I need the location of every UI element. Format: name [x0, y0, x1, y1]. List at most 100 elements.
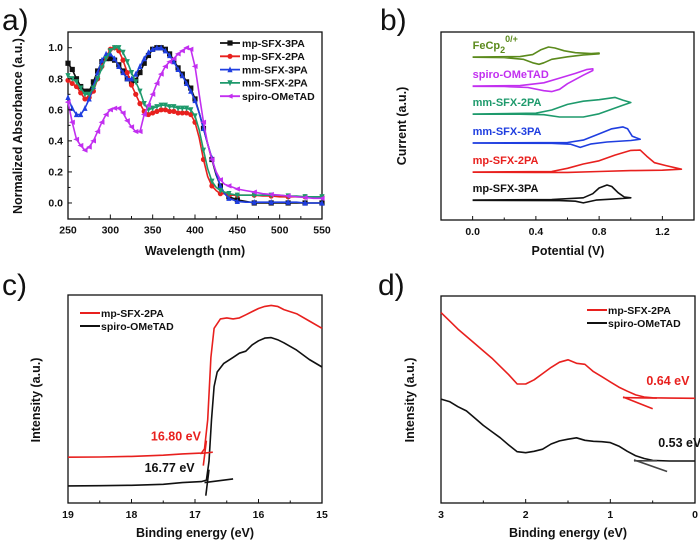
x-tick-label: 0.4 [529, 226, 544, 238]
panel-d-series-group [440, 312, 696, 473]
panel-b-y-axis-title: Current (a.u.) [395, 87, 409, 165]
data-point-spiro-ometad [191, 63, 198, 69]
data-point-mm-sfx-2pa [137, 88, 143, 95]
data-point-mp-sfx-2pa [209, 183, 215, 189]
legend-label: mp-SFX-2PA [101, 308, 164, 320]
data-point-mp-sfx-2pa [150, 110, 156, 116]
data-point-spiro-ometad [94, 128, 101, 135]
x-tick-label: 350 [144, 225, 162, 237]
data-point-mm-sfx-2pa [217, 187, 223, 194]
data-point-mp-sfx-2pa [175, 110, 181, 116]
series-mm-sfx-2pa [65, 45, 325, 200]
data-point-spiro-ometad [69, 119, 75, 125]
data-point-spiro-ometad [115, 105, 122, 111]
data-point-spiro-ometad [234, 186, 240, 192]
data-point-mm-sfx-2pa [141, 101, 147, 107]
legend-item-spiro-ometad: spiro-OMeTAD [587, 318, 681, 330]
data-point-mm-sfx-3pa [65, 94, 71, 101]
data-point-mm-sfx-3pa [179, 72, 185, 79]
data-point-mm-sfx-3pa [111, 55, 118, 62]
data-point-mm-sfx-2pa [234, 192, 240, 199]
legend-label: spiro-OMeTAD [608, 318, 681, 330]
data-point-spiro-ometad [200, 119, 207, 125]
panel-c-annotations: 16.80 eV 16.77 eV [145, 430, 202, 475]
panel-b-cv-chart: 0.0 0.4 0.8 1.2 FeCp20/+ spiro-OMeTAD mm-SFX-… [395, 31, 695, 258]
x-tick-label: 450 [229, 225, 247, 237]
data-point-mm-sfx-3pa [158, 44, 164, 51]
data-point-mm-sfx-3pa [285, 198, 291, 205]
data-point-mm-sfx-2pa [226, 191, 232, 197]
tangent-line [205, 469, 210, 496]
tangent-line [633, 459, 668, 473]
data-point-spiro-ometad [208, 156, 215, 163]
panel-a-x-axis-title: Wavelength (nm) [145, 244, 245, 258]
data-point-mm-sfx-3pa [162, 47, 168, 54]
data-point-mp-sfx-3pa [107, 55, 113, 62]
data-point-mm-sfx-3pa [188, 87, 194, 94]
data-point-mm-sfx-3pa [268, 198, 274, 205]
spectrum-line-spiro-ometad [67, 336, 323, 487]
data-point-mm-sfx-2pa [116, 45, 122, 51]
data-point-mm-sfx-3pa [124, 75, 130, 82]
data-point-spiro-ometad [318, 195, 325, 201]
data-point-mp-sfx-2pa [128, 82, 135, 88]
legend-label: mm-SFX-2PA [242, 78, 308, 90]
data-point-spiro-ometad [119, 110, 126, 116]
data-point-mp-sfx-3pa [137, 69, 143, 76]
legend-marker [227, 40, 233, 46]
data-point-mm-sfx-3pa [154, 44, 160, 51]
series-spiro-ometad [64, 45, 325, 201]
data-point-spiro-ometad [73, 136, 80, 142]
cv-curve-mm-sfx-2pa [472, 96, 632, 118]
panel-a-axis-ticks: 250 300 350 400 450 500 550 0.0 0.2 0.4 0.6 0.8 1.0 [48, 42, 331, 236]
data-point-spiro-ometad [128, 124, 135, 130]
panel-d-y-axis-title: Intensity (a.u.) [403, 358, 417, 443]
data-point-mm-sfx-2pa [183, 105, 190, 112]
x-tick-label: 1.2 [655, 226, 670, 238]
data-point-mm-sfx-3pa [217, 182, 223, 189]
data-point-mm-sfx-2pa [73, 79, 80, 86]
data-point-mm-sfx-3pa [120, 69, 126, 76]
data-point-spiro-ometad [136, 128, 143, 135]
data-point-mm-sfx-2pa [86, 91, 92, 98]
data-point-spiro-ometad [174, 51, 181, 57]
panel-d-axis-ticks: 3 2 1 0 [438, 499, 698, 521]
tangent-line [622, 396, 657, 399]
tangent-line [204, 478, 234, 484]
data-point-mm-sfx-2pa [120, 49, 126, 56]
data-point-mm-sfx-2pa [128, 69, 135, 76]
data-point-spiro-ometad [153, 80, 160, 87]
panel-c-x-axis-title: Binding energy (eV) [136, 526, 254, 540]
cv-label-fecp2: FeCp20/+ [473, 34, 518, 55]
x-tick-label: 0.8 [592, 226, 607, 238]
data-point-mm-sfx-2pa [171, 104, 177, 110]
data-point-mp-sfx-2pa [145, 111, 152, 118]
onset-annotation: 0.64 eV [646, 374, 690, 388]
legend-label: spiro-OMeTAD [242, 91, 315, 103]
data-point-mm-sfx-3pa [234, 198, 240, 205]
data-point-spiro-ometad [111, 105, 118, 111]
data-point-spiro-ometad [77, 142, 84, 149]
legend-item-mp-sfx-2pa: mp-SFX-2PA [587, 305, 671, 317]
data-point-mp-sfx-2pa [167, 108, 173, 114]
panel-b-axis-ticks: 0.0 0.4 0.8 1.2 [440, 216, 695, 238]
legend-item-mp-sfx-2pa: mp-SFX-2PA [80, 308, 164, 320]
data-point-spiro-ometad [98, 119, 105, 125]
data-point-spiro-ometad [132, 128, 139, 135]
x-tick-label: 16 [253, 509, 265, 521]
data-point-mm-sfx-2pa [124, 59, 130, 65]
legend-label: mp-SFX-2PA [242, 51, 305, 63]
data-point-mm-sfx-3pa [302, 199, 308, 206]
x-tick-label: 18 [126, 509, 138, 521]
cv-label-mm-sfx-3pa: mm-SFX-3PA [473, 126, 542, 138]
data-point-mp-sfx-3pa [145, 52, 152, 59]
panel-label-b: b) [380, 4, 407, 37]
cv-curve-mm-sfx-3pa [472, 126, 642, 149]
legend-marker [227, 66, 233, 73]
data-point-spiro-ometad [170, 55, 177, 62]
data-point-mm-sfx-2pa [99, 65, 105, 72]
data-point-mp-sfx-2pa [82, 96, 88, 102]
data-point-mm-sfx-3pa [99, 56, 105, 63]
